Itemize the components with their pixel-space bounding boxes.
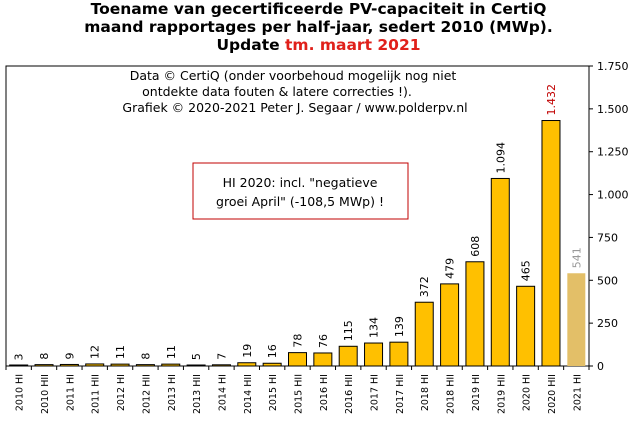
x-axis: 2010 HI 2010 HII 2011 HI 2011 HII 2012 HI 201…	[5, 366, 590, 414]
x-tick-label: 2013 HI	[167, 374, 178, 411]
bar-value-label: 76	[317, 334, 330, 348]
bar-value-label: 7	[215, 353, 228, 360]
x-tick-label: 2011 HII	[91, 374, 102, 414]
bar	[567, 273, 586, 366]
bar	[161, 363, 181, 367]
y-tick-label: 250	[597, 317, 618, 330]
bar	[237, 362, 257, 367]
bar-value-label: 1.094	[494, 142, 507, 173]
y-tick-label: 1.750	[597, 60, 629, 73]
bar	[440, 283, 460, 367]
bar-value-label: 372	[418, 276, 431, 297]
x-tick-label: 2014 HII	[243, 374, 254, 414]
bar	[9, 364, 29, 367]
bar	[186, 364, 206, 367]
bar	[288, 352, 307, 367]
bar-value-label: 8	[38, 353, 51, 360]
x-tick-label: 2017 HI	[370, 374, 381, 411]
y-axis: 0 250 500 750 1.000 1.250 1.500 1.750	[589, 60, 629, 373]
title-line-1: Toename van gecertificeerde PV-capacitei…	[90, 0, 547, 18]
x-tick-label: 2010 HI	[15, 374, 26, 411]
bar-value-label: 134	[368, 317, 381, 338]
bar	[85, 363, 105, 367]
y-tick-label: 1.250	[597, 146, 629, 159]
bar-value-label: 115	[342, 320, 355, 341]
bar-value-label: 3	[13, 353, 26, 360]
x-tick-label: 2018 HI	[420, 374, 431, 411]
x-tick-label: 2019 HI	[471, 374, 482, 411]
bar-value-label: 12	[89, 345, 102, 359]
credits-line-1: Data © CertiQ (onder voorbehoud mogelijk…	[130, 68, 457, 83]
bar-value-label: 9	[63, 352, 76, 359]
credits-text: Data © CertiQ (onder voorbehoud mogelijk…	[122, 68, 467, 115]
x-tick-label: 2012 HII	[141, 374, 152, 414]
bar-value-label: 5	[190, 353, 203, 360]
x-tick-label: 2012 HI	[116, 374, 127, 411]
y-tick-label: 1.500	[597, 103, 629, 116]
bar-value-label: 11	[114, 345, 127, 359]
bar-value-label: 465	[520, 260, 533, 281]
chart-title: Toename van gecertificeerde PV-capacitei…	[0, 0, 637, 54]
bar	[262, 362, 282, 367]
bar	[516, 285, 536, 367]
x-tick-label: 2015 HII	[294, 374, 305, 414]
bar	[364, 342, 384, 367]
bar-value-label: 8	[139, 353, 152, 360]
x-tick-label: 2016 HII	[344, 374, 355, 414]
annotation-box: HI 2020: incl. "negatieve groei April" (…	[192, 162, 409, 220]
annotation-line-2: groei April" (-108,5 MWp) !	[216, 194, 384, 209]
bar	[414, 301, 434, 367]
annotation-border	[192, 162, 409, 220]
x-tick-label: 2019 HII	[496, 374, 507, 414]
title-line-2: maand rapportages per half-jaar, sedert …	[84, 18, 553, 36]
y-tick-label: 500	[597, 274, 618, 287]
x-tick-label: 2018 HII	[446, 374, 457, 414]
x-tick-label: 2020 HI	[522, 374, 533, 411]
update-date: tm. maart 2021	[285, 36, 421, 54]
bar-value-label: 1.432	[545, 84, 558, 116]
bar	[59, 363, 79, 367]
bar-value-label: 541	[570, 247, 583, 268]
bar-value-label: 78	[292, 334, 305, 348]
credits-line-3: Grafiek © 2020-2021 Peter J. Segaar / ww…	[122, 100, 467, 115]
x-tick-label: 2017 HII	[395, 374, 406, 414]
x-tick-label: 2020 HII	[547, 374, 558, 414]
bar-value-label: 608	[469, 236, 482, 257]
bar	[490, 177, 510, 367]
x-tick-label: 2014 HI	[217, 374, 228, 411]
bar	[110, 363, 130, 367]
x-tick-label: 2011 HI	[65, 374, 76, 411]
bar-value-label: 19	[241, 344, 254, 358]
title-line-3-prefix: Update	[216, 36, 286, 54]
x-tick-label: 2021 HI	[572, 374, 583, 411]
bar	[389, 341, 409, 367]
x-tick-label: 2015 HI	[268, 374, 279, 411]
bar-value-label: 139	[393, 316, 406, 337]
bar	[541, 120, 561, 367]
y-tick-label: 0	[597, 360, 604, 373]
y-tick-label: 1.000	[597, 189, 629, 202]
annotation-line-1: HI 2020: incl. "negatieve	[223, 175, 378, 190]
bar-value-label: 16	[266, 344, 279, 358]
bar	[338, 345, 358, 367]
bar	[135, 364, 155, 367]
x-tick-label: 2016 HI	[319, 374, 330, 411]
credits-line-2: ontdekte data fouten & latere correcties…	[142, 84, 412, 99]
y-tick-label: 750	[597, 231, 618, 244]
bar	[465, 261, 485, 367]
x-tick-label: 2013 HII	[192, 374, 203, 414]
title-line-3: Update tm. maart 2021	[0, 36, 637, 54]
bar	[313, 352, 333, 367]
bar	[211, 364, 231, 367]
x-tick-label: 2010 HII	[40, 374, 51, 414]
bar	[34, 364, 54, 367]
bar-value-label: 11	[165, 345, 178, 359]
bar-value-label: 479	[444, 258, 457, 279]
